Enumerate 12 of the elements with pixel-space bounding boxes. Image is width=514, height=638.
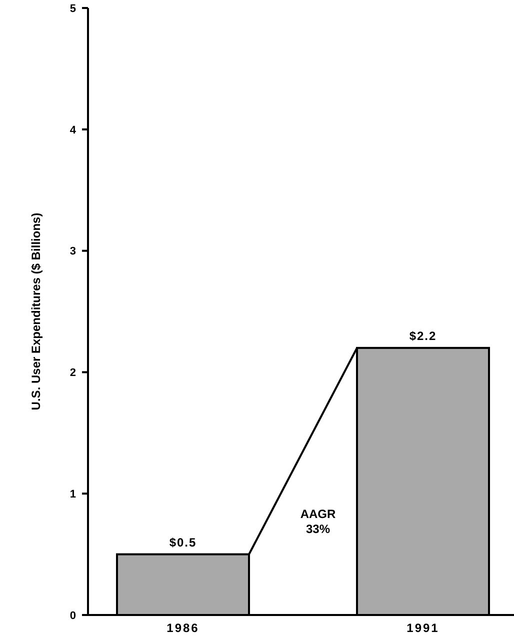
data-label: $2.2 [409, 328, 437, 343]
y-tick-label: 2 [70, 367, 76, 380]
data-label: $0.5 [169, 535, 197, 550]
y-tick-label: 4 [70, 124, 77, 136]
y-tick-label: 0 [70, 610, 76, 622]
y-tick-label: 3 [70, 246, 76, 258]
y-tick-label: 1 [70, 488, 76, 500]
y-tick-label: 5 [70, 2, 76, 15]
y-axis-title: U.S. User Expenditures ($ Billions) [29, 212, 43, 410]
annotation: AAGR 33% [300, 506, 336, 536]
x-tick-label: 1986 [166, 621, 200, 635]
x-tick-label: 1991 [406, 621, 440, 635]
